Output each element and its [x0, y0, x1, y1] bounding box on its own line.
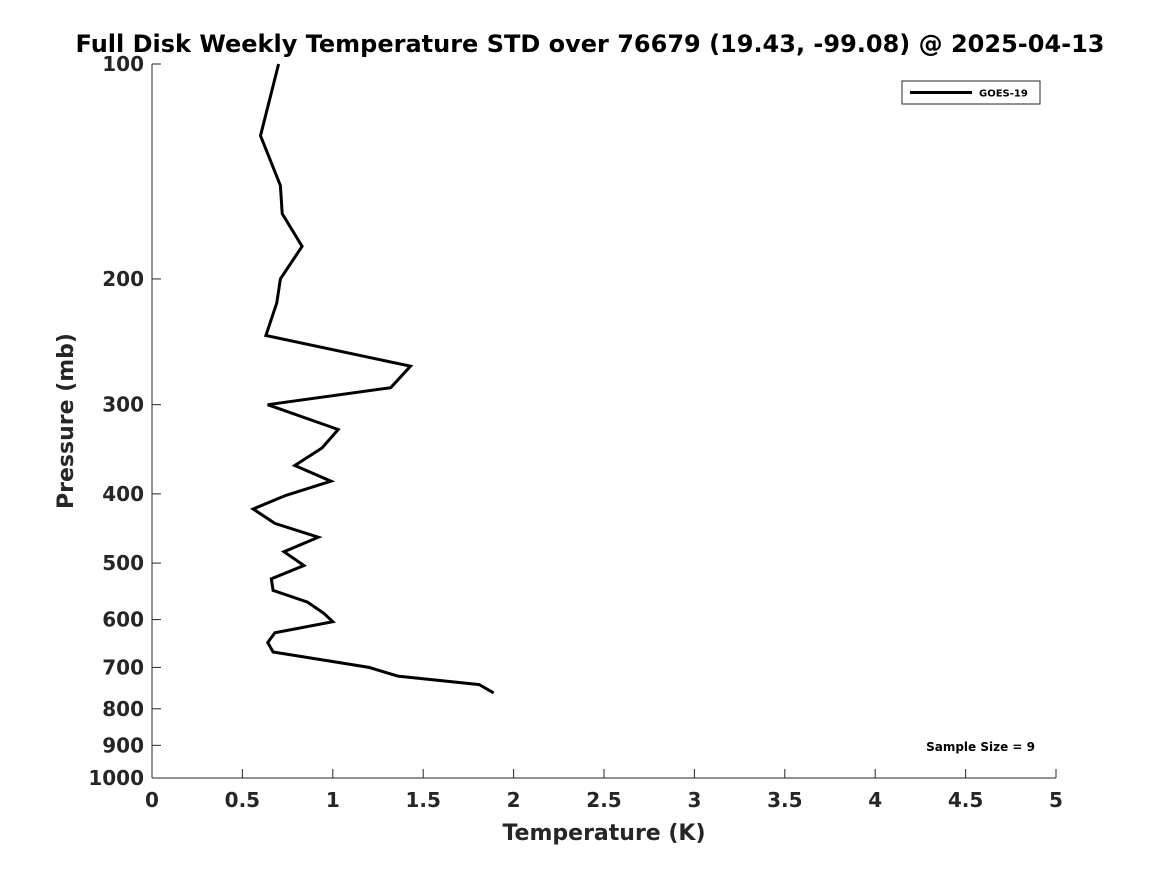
x-tick-label: 0: [145, 788, 159, 812]
y-tick-label: 400: [102, 482, 144, 506]
x-tick-label: 1.5: [405, 788, 440, 812]
legend: GOES-19: [901, 80, 1041, 105]
x-tick-label: 5: [1049, 788, 1063, 812]
y-tick-label: 600: [102, 608, 144, 632]
y-tick-label: 1000: [88, 766, 144, 790]
x-tick-label: 0.5: [225, 788, 260, 812]
legend-entry-label: GOES-19: [979, 89, 1028, 100]
x-tick-label: 4: [868, 788, 882, 812]
x-ticks: 0 0.5 1 1.5 2 2.5 3 3.5 4 4.5 5: [145, 769, 1063, 812]
x-tick-label: 3.5: [767, 788, 802, 812]
x-tick-label: 2: [507, 788, 521, 812]
x-tick-label: 4.5: [948, 788, 983, 812]
y-tick-label: 800: [102, 697, 144, 721]
series-line-goes-19: [250, 63, 495, 695]
y-ticks: 100 200 300 400 500 600 700 800 900 1000: [88, 52, 161, 790]
y-tick-label: 900: [102, 733, 144, 757]
axes: [151, 64, 1056, 779]
x-tick-label: 3: [687, 788, 701, 812]
y-tick-label: 200: [102, 267, 144, 291]
x-tick-label: 1: [326, 788, 340, 812]
y-tick-label: 300: [102, 393, 144, 417]
y-tick-label: 700: [102, 655, 144, 679]
chart-title: Full Disk Weekly Temperature STD over 76…: [76, 30, 1105, 58]
x-tick-label: 2.5: [586, 788, 621, 812]
y-axis-label: Pressure (mb): [54, 333, 79, 509]
x-axis-label: Temperature (K): [502, 821, 705, 846]
sample-size-annotation: Sample Size = 9: [926, 740, 1035, 754]
series-layer: [250, 63, 495, 695]
y-tick-label: 100: [102, 52, 144, 76]
y-tick-label: 500: [102, 551, 144, 575]
